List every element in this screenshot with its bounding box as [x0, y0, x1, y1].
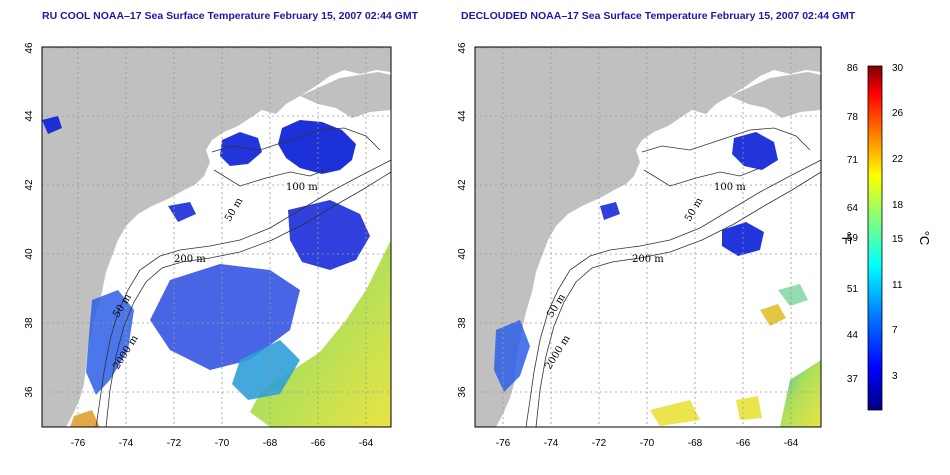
right-panel-title: DECLOUDED NOAA–17 Sea Surface Temperatur… — [461, 10, 856, 22]
colorbar-f-label: 37 — [847, 374, 859, 385]
right-ytick: 42 — [457, 179, 468, 191]
colorbar-c-labels: 30 26 22 18 15 11 7 3 — [892, 63, 904, 382]
left-xtick: -70 — [215, 438, 230, 449]
colorbar-f-label: 64 — [847, 203, 859, 214]
right-ytick: 38 — [457, 317, 468, 329]
left-land — [42, 47, 391, 427]
colorbar-unit-fahrenheit: °F — [839, 231, 854, 244]
right-x-ticks: -76 -74 -72 -70 -68 -66 -64 — [496, 438, 799, 449]
colorbar-c-label: 3 — [892, 371, 898, 382]
right-sst-warm-2 — [780, 360, 821, 427]
colorbar-unit-celsius: °C — [917, 231, 932, 246]
right-ytick: 44 — [457, 110, 468, 122]
right-xtick: -68 — [688, 438, 703, 449]
right-ytick: 46 — [457, 42, 468, 54]
right-nova-scotia — [730, 72, 821, 118]
left-ytick: 36 — [24, 386, 35, 398]
left-contours — [95, 127, 391, 427]
colorbar-gradient — [867, 65, 883, 411]
right-land — [475, 47, 821, 427]
right-contour-label-100: 100 m — [714, 182, 746, 193]
left-ytick: 38 — [24, 317, 35, 329]
left-sst-cold-2 — [220, 132, 262, 166]
left-ytick: 42 — [24, 179, 35, 191]
colorbar-c-label: 15 — [892, 234, 904, 245]
colorbar-c-label: 18 — [892, 200, 904, 211]
left-xtick: -76 — [71, 438, 86, 449]
colorbar-f-labels: 86 78 71 64 59 51 44 37 — [847, 63, 859, 385]
right-sst-cold-3 — [600, 202, 620, 220]
colorbar-f-label: 44 — [847, 330, 859, 341]
right-map: 100 m 50 m 200 m 50 m 2000 m -76 -74 -72… — [457, 42, 822, 449]
right-sst-cold-1 — [732, 132, 778, 170]
right-ytick: 36 — [457, 386, 468, 398]
left-ytick: 46 — [24, 42, 35, 54]
colorbar-c-label: 26 — [892, 108, 904, 119]
right-contour-label-200: 200 m — [632, 254, 664, 265]
left-y-ticks: 46 44 42 40 38 36 — [24, 42, 35, 398]
left-xtick: -72 — [167, 438, 182, 449]
right-gridlines — [475, 47, 821, 427]
left-gridlines — [42, 47, 391, 427]
right-sst-warm-4 — [736, 396, 762, 420]
right-xtick: -76 — [496, 438, 511, 449]
right-xtick: -72 — [592, 438, 607, 449]
left-contour-label-200: 200 m — [174, 254, 206, 265]
left-map: 100 m 50 m 200 m 50 m 2000 m -76 -74 -72… — [24, 42, 392, 449]
colorbar-f-label: 51 — [847, 284, 859, 295]
left-sst-mid — [232, 340, 300, 400]
colorbar-c-label: 11 — [892, 280, 903, 291]
colorbar-c-label: 7 — [892, 325, 898, 336]
left-map-frame — [41, 46, 392, 428]
colorbar-c-label: 22 — [892, 154, 904, 165]
right-xtick: -64 — [784, 438, 799, 449]
left-x-ticks: -76 -74 -72 -70 -68 -66 -64 — [71, 438, 374, 449]
right-sst-warm-3 — [650, 400, 700, 426]
left-xtick: -64 — [359, 438, 374, 449]
right-y-ticks: 46 44 42 40 38 36 — [457, 42, 468, 398]
left-contour-label-100: 100 m — [286, 182, 318, 193]
colorbar-f-label: 86 — [847, 63, 859, 74]
colorbar-c-label: 30 — [892, 63, 904, 74]
right-contours — [525, 127, 821, 427]
right-sst-warm-1 — [760, 304, 786, 326]
left-ytick: 40 — [24, 248, 35, 260]
right-xtick: -66 — [736, 438, 751, 449]
left-sst-cold-4 — [150, 264, 300, 370]
right-map-frame — [474, 46, 822, 428]
colorbar-f-label: 59 — [847, 233, 859, 244]
left-sst-cold-6 — [168, 202, 196, 222]
left-xtick: -74 — [119, 438, 134, 449]
left-sst-orange — [70, 410, 100, 427]
colorbar-f-label: 78 — [847, 112, 859, 123]
left-nova-scotia — [300, 72, 391, 118]
left-sst-cold-7 — [42, 116, 62, 134]
left-xtick: -66 — [311, 438, 326, 449]
right-xtick: -70 — [640, 438, 655, 449]
left-sst-cold — [278, 120, 356, 174]
left-panel-title: RU COOL NOAA–17 Sea Surface Temperature … — [42, 10, 419, 22]
colorbar-f-label: 71 — [847, 155, 859, 166]
left-sst-cold-3 — [288, 200, 370, 270]
right-xtick: -74 — [544, 438, 559, 449]
colorbar: 86 78 71 64 59 51 44 37 30 26 22 18 15 1… — [839, 63, 932, 411]
left-xtick: -68 — [263, 438, 278, 449]
left-sst-cold-5 — [86, 290, 134, 395]
right-sst-mid — [778, 284, 808, 306]
left-ytick: 44 — [24, 110, 35, 122]
right-ytick: 40 — [457, 248, 468, 260]
